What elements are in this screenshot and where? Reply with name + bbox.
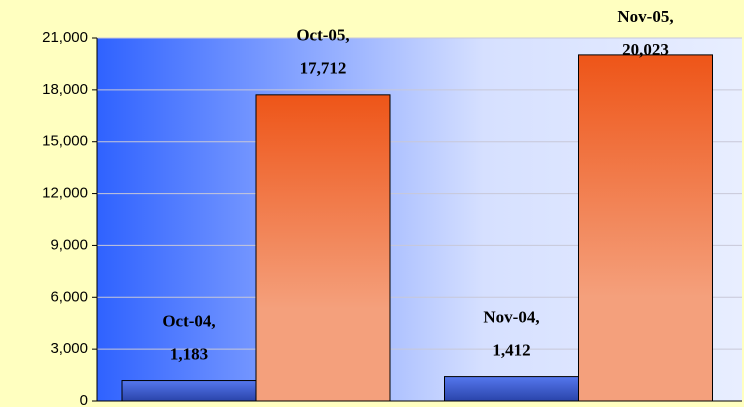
bar (444, 376, 579, 402)
y-tick-label: 18,000 (42, 81, 88, 98)
data-label-value: 1,183 (170, 344, 208, 363)
data-label-category: Nov-05, (617, 7, 673, 26)
data-label-category: Nov-04, (483, 307, 539, 326)
y-tick-label: 12,000 (42, 185, 88, 202)
data-label-category: Oct-04, (162, 311, 215, 330)
y-tick-label: 21,000 (42, 29, 88, 46)
bar (255, 94, 391, 402)
y-tick-label: 0 (80, 392, 88, 407)
bar (578, 54, 713, 402)
y-tick-label: 9,000 (50, 236, 88, 253)
data-label-value: 17,712 (300, 59, 347, 78)
data-label-value: 1,412 (492, 340, 530, 359)
y-tick-label: 3,000 (50, 340, 88, 357)
data-label-value: 20,023 (622, 40, 669, 59)
y-tick-label: 15,000 (42, 133, 88, 150)
data-label-category: Oct-05, (296, 26, 349, 45)
bar (121, 380, 257, 402)
y-tick-label: 6,000 (50, 288, 88, 305)
